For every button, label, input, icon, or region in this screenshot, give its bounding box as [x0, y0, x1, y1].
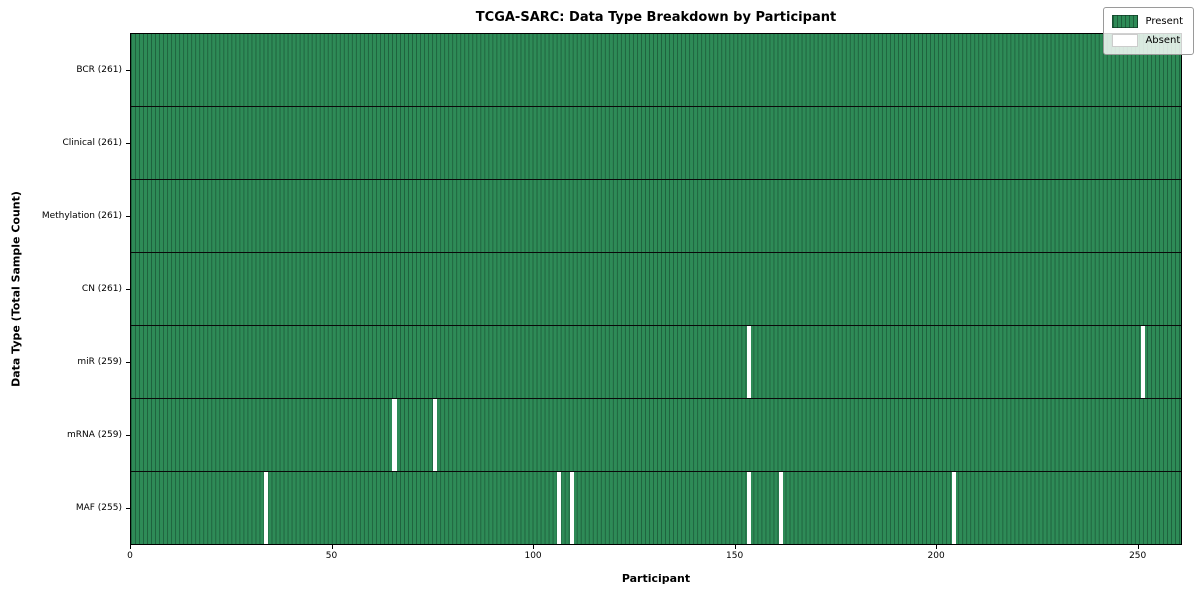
- legend-label-absent: Absent: [1145, 35, 1181, 46]
- absent-bar: [951, 472, 956, 544]
- heatmap-row-clinical: [131, 107, 1181, 180]
- absent-bar: [746, 326, 751, 398]
- x-tick-label: 100: [524, 551, 542, 561]
- y-tick-mark: [126, 69, 130, 71]
- y-axis-title: Data Type (Total Sample Count): [9, 191, 23, 387]
- y-tick-label: CN (261): [81, 284, 122, 294]
- x-tick-mark: [331, 545, 333, 549]
- x-tick-label: 0: [127, 551, 133, 561]
- chart-title: TCGA-SARC: Data Type Breakdown by Partic…: [475, 10, 837, 25]
- y-tick-label: BCR (261): [76, 64, 122, 75]
- heatmap-row-maf: [131, 472, 1181, 544]
- x-tick-mark: [130, 545, 131, 549]
- absent-bar: [746, 472, 751, 544]
- x-tick-mark: [533, 545, 535, 549]
- legend-label-present: Present: [1145, 16, 1183, 27]
- y-tick-label: Methylation (261): [41, 210, 122, 221]
- absent-bar: [569, 472, 574, 544]
- x-tick-label: 200: [927, 551, 945, 561]
- y-axis-labels: BCR (261) Clinical (261) Methylation (261)…: [0, 33, 122, 545]
- x-tick-label: 250: [1129, 551, 1147, 561]
- legend-item-absent: Absent: [1112, 34, 1183, 47]
- heatmap-row-mrna: [131, 399, 1181, 472]
- x-axis: 0 50 100 150 200 250: [127, 545, 1182, 575]
- y-tick-label: Clinical (261): [62, 137, 122, 148]
- absent-bar: [557, 472, 562, 544]
- y-tick-mark: [126, 215, 130, 217]
- x-tick-mark: [936, 545, 938, 549]
- plot-area: [130, 33, 1182, 545]
- y-axis-ticks: [126, 33, 130, 545]
- x-tick-label: 150: [726, 551, 744, 561]
- y-tick-label: MAF (255): [75, 503, 122, 514]
- absent-bar: [263, 472, 268, 544]
- y-tick-label: mRNA (259): [67, 430, 122, 441]
- y-tick-mark: [126, 142, 130, 144]
- x-axis-title: Participant: [621, 572, 691, 585]
- absent-swatch: [1112, 34, 1139, 47]
- heatmap-row-mir: [131, 326, 1181, 399]
- heatmap-row-cn: [131, 253, 1181, 326]
- legend-item-present: Present: [1112, 15, 1183, 28]
- absent-bar: [778, 472, 783, 544]
- heatmap-row-methylation: [131, 180, 1181, 253]
- y-tick-mark: [126, 508, 130, 510]
- absent-bar: [432, 399, 437, 471]
- legend: Present Absent: [1103, 7, 1194, 55]
- x-tick-mark: [1137, 545, 1139, 549]
- present-swatch: [1112, 15, 1139, 28]
- y-tick-label: miR (259): [77, 357, 122, 368]
- x-tick-mark: [734, 545, 736, 549]
- absent-bar: [392, 399, 397, 471]
- y-tick-mark: [126, 435, 130, 437]
- absent-bar: [1140, 326, 1145, 398]
- heatmap-row-bcr: [131, 34, 1181, 107]
- y-tick-mark: [126, 289, 130, 290]
- x-tick-label: 50: [325, 551, 338, 561]
- y-tick-mark: [126, 362, 130, 364]
